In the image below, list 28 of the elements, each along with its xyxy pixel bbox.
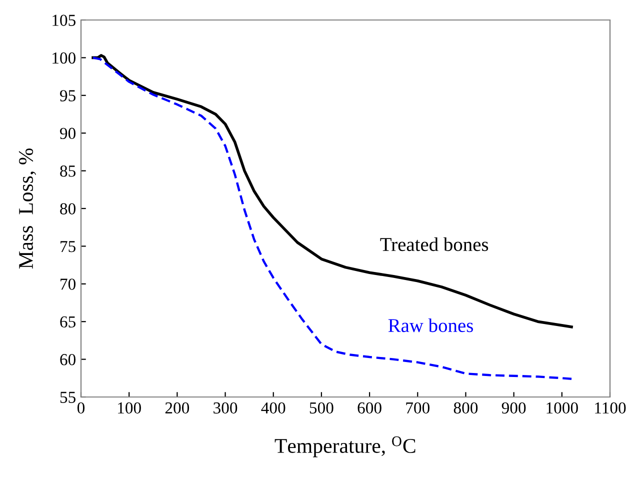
y-tick-label: 60: [60, 354, 76, 366]
y-tick-label: 75: [60, 241, 76, 252]
y-tick-label: 95: [60, 90, 76, 102]
y-tick-label: 70: [60, 278, 76, 290]
x-tick-label: 1000: [546, 402, 578, 414]
x-tick-label: 300: [214, 402, 238, 414]
x-tick-label: 700: [406, 402, 430, 414]
line-series: [92, 56, 573, 380]
x-tick-label: 100: [118, 402, 141, 414]
y-tick-label: 85: [60, 166, 76, 177]
y-tick-label: 105: [52, 14, 76, 26]
y-tick-label: 55: [60, 392, 76, 403]
x-tick-label: 900: [502, 402, 526, 414]
y-tick-label: 65: [60, 316, 76, 328]
x-tick-label: 0: [77, 402, 85, 414]
y-tick-label: 80: [60, 203, 76, 214]
series-label: Treated bones: [380, 237, 488, 252]
x-tick-label: 800: [454, 402, 478, 414]
y-tick-label: 100: [52, 52, 76, 64]
series-label: Raw bones: [388, 318, 473, 332]
x-tick-label: 600: [358, 402, 382, 414]
y-axis-title: Mass Loss, %: [18, 148, 36, 269]
x-tick-label: 400: [261, 402, 286, 414]
x-tick-label: 1100: [595, 402, 626, 414]
x-tick-label: 200: [165, 402, 190, 414]
x-tick-label: 500: [310, 402, 334, 414]
y-tick-label: 90: [60, 128, 76, 140]
x-axis-title: Temperature, $^{O}$C: [274, 436, 416, 458]
